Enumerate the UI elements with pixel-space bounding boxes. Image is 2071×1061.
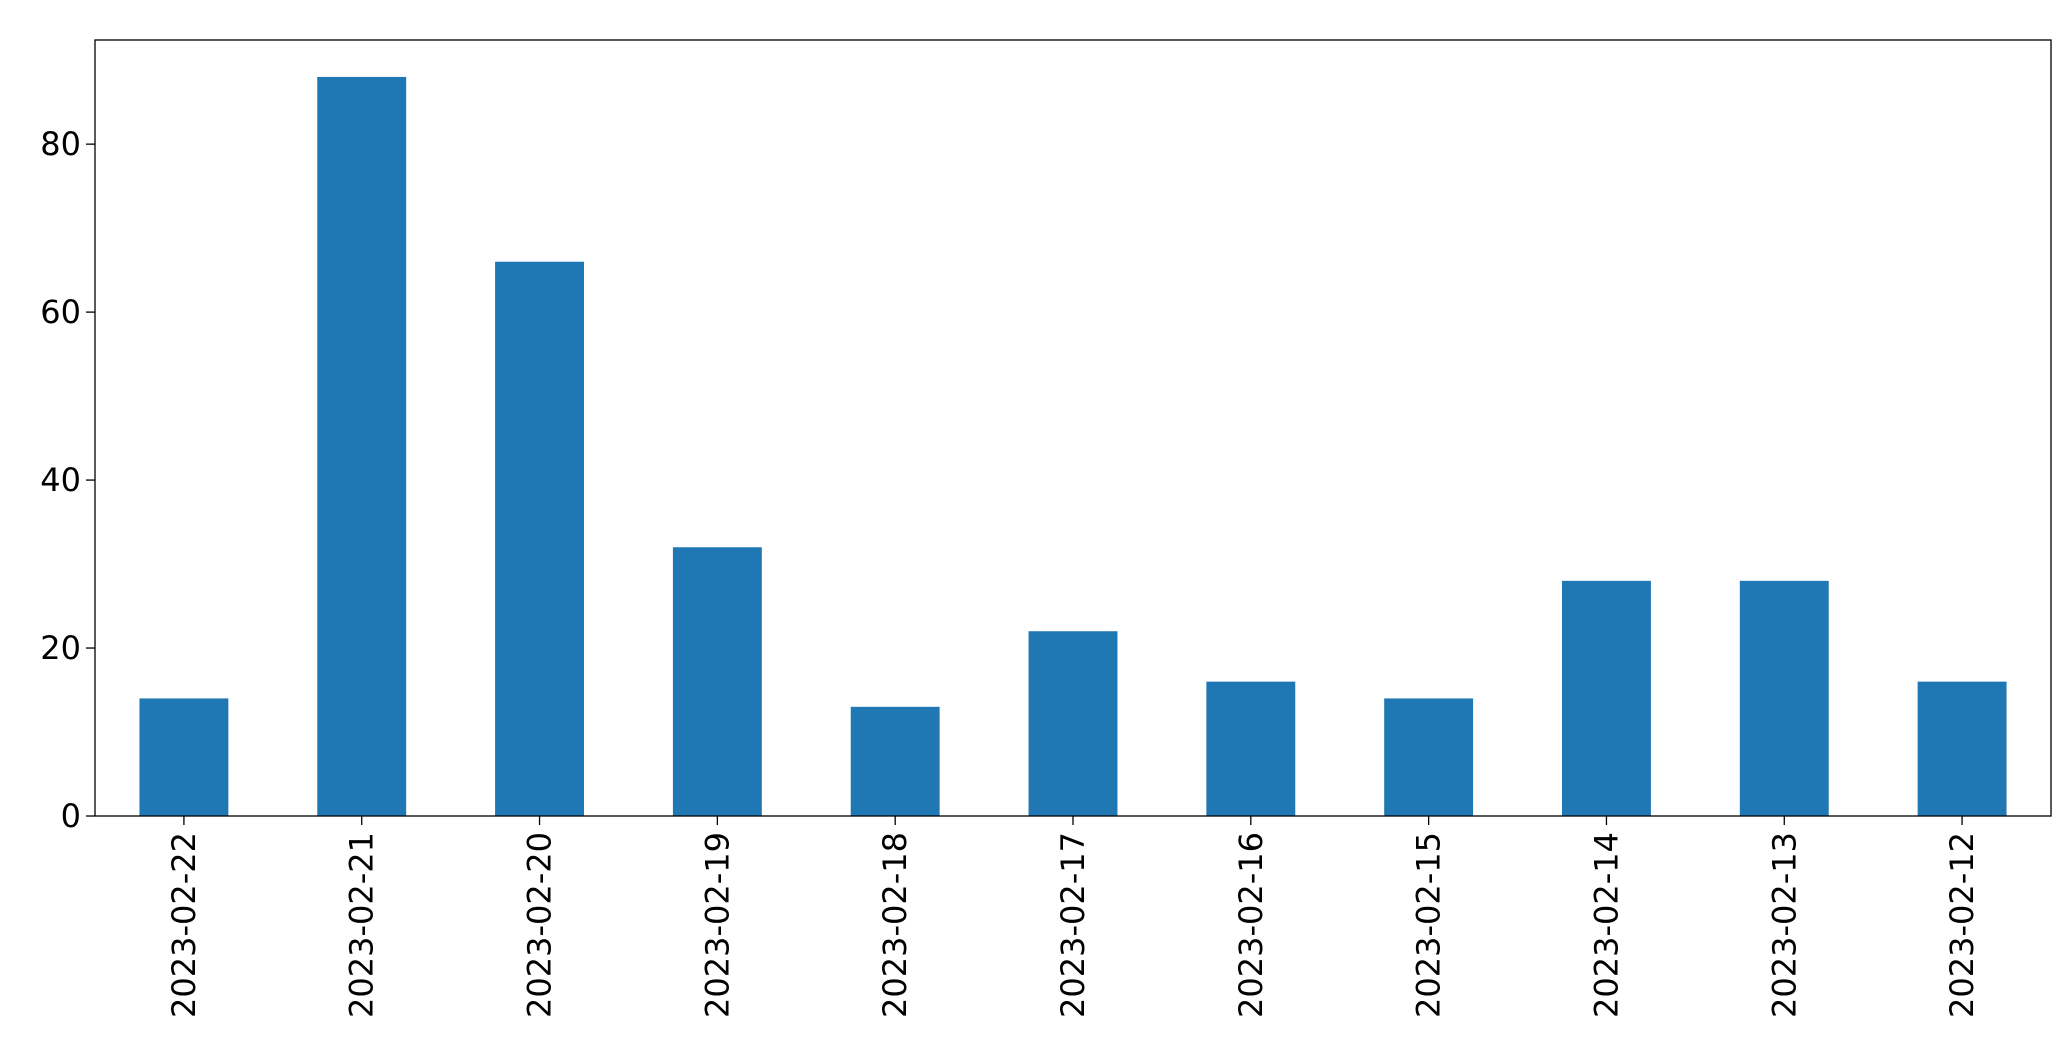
- bar: [1917, 681, 2007, 816]
- x-tick-label: 2023-02-16: [1232, 832, 1270, 1018]
- bar: [672, 547, 762, 816]
- x-tick-label: 2023-02-15: [1410, 832, 1448, 1018]
- bar: [850, 706, 940, 816]
- x-tick-label: 2023-02-19: [698, 832, 736, 1018]
- plot-frame: [94, 39, 2052, 817]
- x-tick-label: 2023-02-20: [521, 832, 559, 1018]
- y-tick-label: 60: [40, 293, 81, 331]
- y-tick-label: 80: [40, 125, 81, 163]
- x-tick-label: 2023-02-22: [165, 832, 203, 1018]
- bar: [495, 261, 584, 816]
- bar: [1028, 631, 1118, 816]
- bar: [1384, 698, 1474, 816]
- x-tick-label: 2023-02-21: [343, 832, 381, 1018]
- x-tick-label: 2023-02-13: [1765, 832, 1803, 1018]
- bar: [139, 698, 229, 816]
- y-tick-label: 40: [40, 461, 81, 499]
- y-tick-label: 0: [61, 797, 81, 835]
- bar: [1206, 681, 1296, 816]
- y-tick-label: 20: [40, 629, 81, 667]
- bar: [1739, 580, 1829, 816]
- bar: [317, 76, 407, 816]
- x-tick-label: 2023-02-14: [1587, 832, 1625, 1018]
- bar: [1562, 580, 1651, 816]
- x-tick-label: 2023-02-18: [876, 832, 914, 1018]
- x-tick-label: 2023-02-12: [1943, 832, 1981, 1018]
- x-tick-label: 2023-02-17: [1054, 832, 1092, 1018]
